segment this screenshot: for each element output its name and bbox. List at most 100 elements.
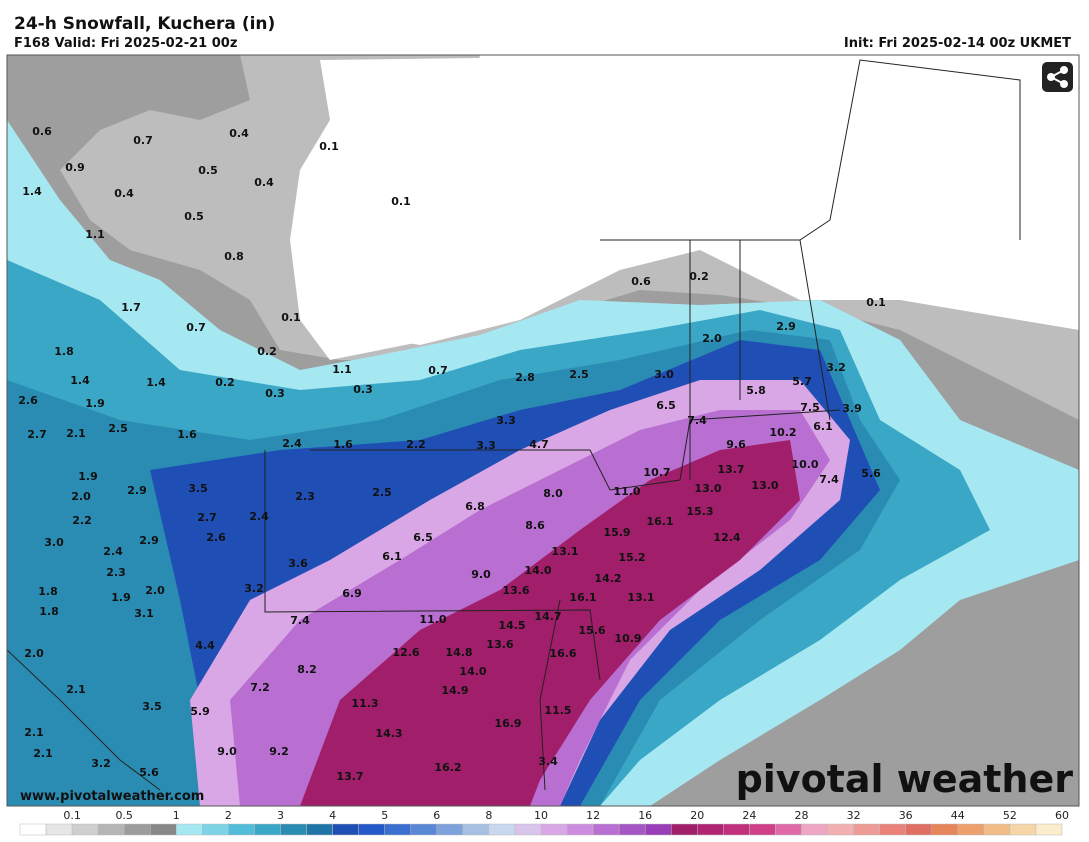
snow-label: 2.5: [372, 486, 392, 499]
snow-label: 3.9: [842, 402, 862, 415]
snow-label: 3.0: [654, 368, 674, 381]
snow-label: 13.7: [717, 463, 744, 476]
colorbar-tick-label: 0.5: [115, 809, 133, 822]
snow-label: 2.0: [145, 584, 165, 597]
snow-label: 14.0: [459, 665, 486, 678]
snow-label: 16.2: [434, 761, 461, 774]
snow-label: 3.0: [44, 536, 64, 549]
snow-label: 3.4: [538, 755, 558, 768]
colorbar-tick-label: 8: [485, 809, 492, 822]
snow-label: 0.5: [184, 210, 204, 223]
colorbar-swatch: [749, 823, 776, 836]
colorbar-tick-label: 36: [899, 809, 913, 822]
snow-field: [7, 55, 1079, 806]
init-time: Init: Fri 2025-02-14 00z UKMET: [843, 36, 1071, 51]
snow-label: 13.6: [486, 638, 513, 651]
share-button[interactable]: [1042, 62, 1073, 92]
colorbar-swatch: [97, 823, 125, 836]
snow-label: 11.0: [613, 485, 640, 498]
colorbar-swatch: [566, 823, 594, 836]
snow-label: 11.0: [419, 613, 446, 626]
snow-label: 0.4: [229, 127, 249, 140]
snow-label: 4.7: [529, 438, 549, 451]
colorbar-swatch: [436, 823, 464, 836]
snow-label: 3.5: [188, 482, 208, 495]
snow-label: 1.9: [111, 591, 131, 604]
colorbar-swatch: [853, 823, 880, 836]
snow-label: 10.9: [614, 632, 641, 645]
snow-label: 2.0: [24, 647, 44, 660]
snow-label: 10.7: [643, 466, 670, 479]
snow-label: 9.2: [269, 745, 289, 758]
colorbar-swatch: [332, 823, 359, 836]
snow-label: 1.6: [333, 438, 353, 451]
snow-label: 1.1: [332, 363, 352, 376]
colorbar-swatch: [827, 823, 854, 836]
snow-label: 5.7: [792, 375, 812, 388]
colorbar-swatch: [45, 823, 73, 836]
snow-label: 0.6: [631, 275, 651, 288]
snow-label: 2.1: [66, 427, 86, 440]
colorbar-swatch: [410, 823, 438, 836]
snow-label: 2.0: [71, 490, 91, 503]
snow-label: 2.3: [106, 566, 126, 579]
snow-label: 9.6: [726, 438, 746, 451]
snow-label: 2.6: [206, 531, 226, 544]
snow-label: 12.6: [392, 646, 419, 659]
colorbar-swatch: [176, 823, 203, 836]
colorbar-swatch: [671, 823, 698, 836]
colorbar-swatch: [514, 823, 542, 836]
snow-label: 2.9: [127, 484, 147, 497]
snow-label: 0.5: [198, 164, 218, 177]
snow-label: 0.2: [689, 270, 709, 283]
snow-label: 6.5: [656, 399, 676, 412]
colorbar-swatch: [801, 823, 828, 836]
snow-label: 10.0: [791, 458, 818, 471]
colorbar-swatch: [775, 823, 802, 836]
colorbar-tick-label: 2: [225, 809, 232, 822]
snow-label: 0.4: [254, 176, 274, 189]
snow-label: 3.2: [244, 582, 264, 595]
snow-label: 0.1: [319, 140, 339, 153]
snow-label: 0.1: [866, 296, 886, 309]
title: 24-h Snowfall, Kuchera (in): [14, 14, 276, 34]
snow-label: 13.7: [336, 770, 363, 783]
snow-label: 1.6: [177, 428, 197, 441]
snow-label: 1.4: [70, 374, 90, 387]
snow-label: 2.4: [103, 545, 123, 558]
snow-label: 1.9: [85, 397, 105, 410]
colorbar-tick-label: 52: [1003, 809, 1017, 822]
snow-label: 13.0: [751, 479, 778, 492]
snow-label: 15.3: [686, 505, 713, 518]
snow-label: 6.8: [465, 500, 485, 513]
snow-label: 3.2: [826, 361, 846, 374]
colorbar-tick-label: 24: [742, 809, 756, 822]
colorbar-swatch: [957, 823, 985, 836]
colorbar-tick-label: 60: [1055, 809, 1069, 822]
snow-label: 0.2: [257, 345, 277, 358]
colorbar-tick-label: 1: [173, 809, 180, 822]
snow-label: 13.0: [694, 482, 721, 495]
colorbar-swatch: [879, 823, 906, 836]
colorbar-swatch: [618, 823, 646, 836]
snow-label: 4.4: [195, 639, 215, 652]
snow-label: 1.8: [54, 345, 74, 358]
colorbar-tick-label: 0.1: [63, 809, 81, 822]
snow-label: 3.5: [142, 700, 162, 713]
snow-label: 15.6: [578, 624, 605, 637]
snow-label: 7.4: [687, 414, 707, 427]
colorbar-swatch: [931, 823, 959, 836]
snow-label: 1.7: [121, 301, 141, 314]
snow-label: 14.8: [445, 646, 472, 659]
logo: pivotal weather: [736, 757, 1074, 801]
snow-label: 10.2: [769, 426, 796, 439]
snow-label: 0.3: [265, 387, 285, 400]
snow-label: 0.7: [133, 134, 153, 147]
snow-label: 0.7: [186, 321, 206, 334]
snow-label: 7.4: [290, 614, 310, 627]
snow-label: 3.2: [91, 757, 111, 770]
colorbar-tick-label: 4: [329, 809, 336, 822]
colorbar-swatch: [280, 823, 307, 836]
snow-label: 2.5: [108, 422, 128, 435]
snow-label: 5.9: [190, 705, 210, 718]
